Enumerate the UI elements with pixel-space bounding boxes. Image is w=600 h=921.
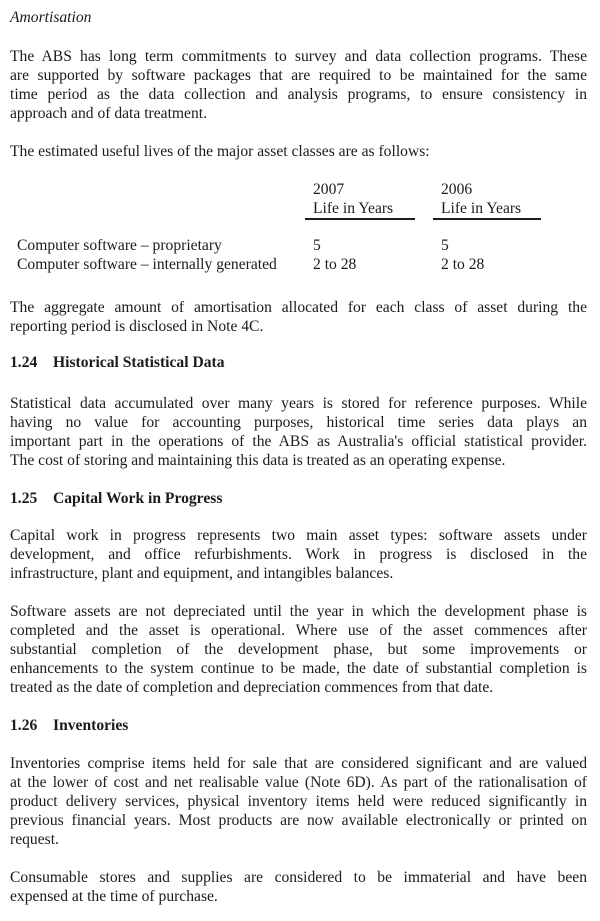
life-in-years-label: Life in Years <box>441 200 522 217</box>
column-underline-2007: Life in Years <box>305 199 415 220</box>
table-year-2007-header: 2007 <box>313 181 345 198</box>
text-line: previous financial years. Most products … <box>10 812 587 829</box>
text-line: The aggregate amount of amortisation all… <box>10 299 587 316</box>
section-heading-1-25: 1.25 Capital Work in Progress <box>10 489 587 508</box>
text-line: substantial completion of the developmen… <box>10 641 587 658</box>
heading-number: 1.25 <box>10 490 38 507</box>
text-line: treated as the date of completion and de… <box>10 679 494 696</box>
asset-class-label: Computer software – internally generated <box>17 256 277 273</box>
text-line: having no value for accounting purposes,… <box>10 414 587 431</box>
text-line: enhancements to the system continue to b… <box>10 660 587 677</box>
text-line: development, and office refurbishments. … <box>10 546 587 563</box>
table-row-proprietary: Computer software – proprietary 5 5 <box>10 236 587 255</box>
paragraph-capital-wip-1: Capital work in progress represents two … <box>10 526 587 583</box>
text-line: Inventories comprise items held for sale… <box>10 755 587 772</box>
document-title: Amortisation <box>10 9 92 26</box>
table-spacer-cell <box>10 199 305 220</box>
life-in-years-label: Life in Years <box>313 200 394 217</box>
paragraph-amortisation-commitments: The ABS has long term commitments to sur… <box>10 47 587 123</box>
table-year-2006-header: 2006 <box>441 181 473 198</box>
paragraph-aggregate-amortisation: The aggregate amount of amortisation all… <box>10 298 587 336</box>
text-line: approach and of data treatment. <box>10 105 207 122</box>
table-life-label-row: Life in Years Life in Years <box>10 199 587 220</box>
useful-lives-table: 2007 2006 Life in Years Life in Years Co… <box>10 180 587 274</box>
life-value-2006: 2 to 28 <box>441 256 485 273</box>
table-body: Computer software – proprietary 5 5 Comp… <box>10 236 587 274</box>
text-line: Capital work in progress represents two … <box>10 527 587 544</box>
life-value-2007: 5 <box>313 237 321 254</box>
text-line: time period as the data collection and a… <box>10 86 587 103</box>
section-heading-1-26: 1.26 Inventories <box>10 716 587 735</box>
table-spacer-cell <box>10 180 305 199</box>
heading-title: Historical Statistical Data <box>53 354 225 371</box>
paragraph-inventories-2: Consumable stores and supplies are consi… <box>10 868 587 906</box>
paragraph-inventories-1: Inventories comprise items held for sale… <box>10 754 587 849</box>
table-row-internally-generated: Computer software – internally generated… <box>10 255 587 274</box>
text-line: The ABS has long term commitments to sur… <box>10 48 587 65</box>
heading-title: Capital Work in Progress <box>53 490 223 507</box>
text-line: reporting period is disclosed in Note 4C… <box>10 318 264 335</box>
useful-lives-intro-line: The estimated useful lives of the major … <box>10 143 430 160</box>
text-line: at the lower of cost and net realisable … <box>10 774 587 791</box>
text-line: completed and the asset is operational. … <box>10 622 587 639</box>
text-line: Statistical data accumulated over many y… <box>10 395 587 412</box>
text-line: request. <box>10 831 59 848</box>
paragraph-capital-wip-2: Software assets are not depreciated unti… <box>10 602 587 697</box>
life-value-2006: 5 <box>441 237 449 254</box>
heading-number: 1.24 <box>10 354 38 371</box>
section-heading-1-24: 1.24 Historical Statistical Data <box>10 353 587 372</box>
text-line: infrastructure, plant and equipment, and… <box>10 565 394 582</box>
column-underline-2006: Life in Years <box>433 199 541 220</box>
table-life-cell-2006: Life in Years <box>433 199 553 220</box>
text-line: product delivery services, physical inve… <box>10 793 587 810</box>
text-line: expensed at the time of purchase. <box>10 888 218 905</box>
text-line: important part in the operations of the … <box>10 433 587 450</box>
text-line: Consumable stores and supplies are consi… <box>10 869 587 886</box>
text-line: Software assets are not depreciated unti… <box>10 603 587 620</box>
asset-class-label: Computer software – proprietary <box>17 237 222 254</box>
paragraph-historical-statistical-data: Statistical data accumulated over many y… <box>10 394 587 470</box>
heading-number: 1.26 <box>10 717 38 734</box>
table-year-header-row: 2007 2006 <box>10 180 587 199</box>
text-line: The cost of storing and maintaining this… <box>10 452 506 469</box>
text-line: are supported by software packages that … <box>10 67 587 84</box>
heading-title: Inventories <box>53 717 129 734</box>
table-life-cell-2007: Life in Years <box>305 199 433 220</box>
life-value-2007: 2 to 28 <box>313 256 357 273</box>
